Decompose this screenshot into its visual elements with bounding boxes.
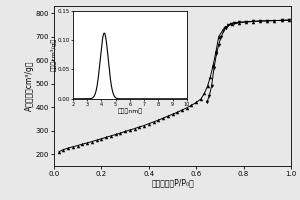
X-axis label: 相对压力（P/P₀）: 相对压力（P/P₀）	[151, 178, 194, 187]
Y-axis label: A吸附量（cm³/g）: A吸附量（cm³/g）	[25, 61, 34, 111]
